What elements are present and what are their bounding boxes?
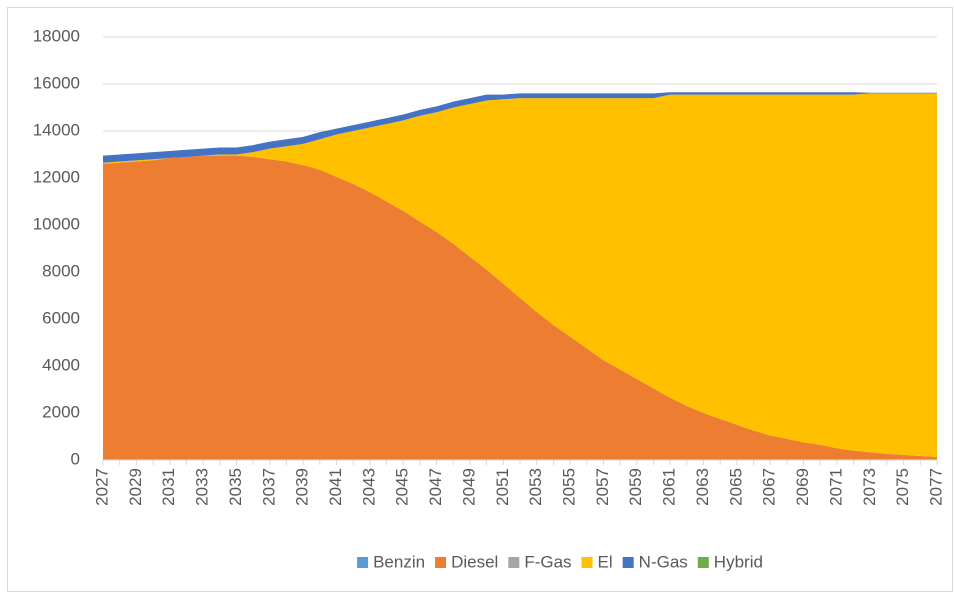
- legend-swatch: [581, 557, 593, 568]
- x-tick-label: 2063: [693, 468, 712, 506]
- y-tick-label: 12000: [33, 167, 80, 186]
- x-tick-label: 2075: [893, 468, 912, 506]
- x-tick-label: 2047: [426, 468, 445, 506]
- y-tick-label: 10000: [33, 214, 80, 233]
- x-tick-label: 2055: [560, 468, 579, 506]
- x-tick-label: 2059: [626, 468, 645, 506]
- area: [103, 93, 937, 457]
- x-tick-label: 2039: [293, 468, 312, 506]
- x-tick-label: 2041: [326, 468, 345, 506]
- legend-swatch: [622, 557, 634, 568]
- legend-label: Hybrid: [714, 552, 763, 571]
- legend-label: Benzin: [373, 552, 425, 571]
- legend-swatch: [697, 557, 709, 568]
- legend-label: N-Gas: [639, 552, 688, 571]
- legend-label: F-Gas: [524, 552, 571, 571]
- y-tick-label: 6000: [42, 308, 80, 327]
- x-tick-label: 2071: [826, 468, 845, 506]
- legend-label: El: [598, 552, 613, 571]
- x-tick-label: 2069: [793, 468, 812, 506]
- x-tick-label: 2035: [226, 468, 245, 506]
- y-tick-label: 16000: [33, 73, 80, 92]
- y-tick-label: 8000: [42, 261, 80, 280]
- legend-label: Diesel: [451, 552, 498, 571]
- y-tick-label: 18000: [33, 26, 80, 45]
- x-tick-label: 2031: [159, 468, 178, 506]
- x-tick-label: 2077: [926, 468, 945, 506]
- x-tick-label: 2037: [259, 468, 278, 506]
- y-tick-label: 2000: [42, 402, 80, 421]
- x-tick-label: 2051: [493, 468, 512, 506]
- x-tick-label: 2045: [393, 468, 412, 506]
- legend-swatch: [357, 557, 369, 568]
- area: [103, 155, 937, 461]
- x-tick-label: 2061: [660, 468, 679, 506]
- x-tick-label: 2049: [459, 468, 478, 506]
- x-tick-label: 2067: [760, 468, 779, 506]
- x-tick-label: 2073: [860, 468, 879, 506]
- legend-swatch: [435, 557, 447, 568]
- y-tick-label: 0: [71, 449, 80, 468]
- x-tick-label: 2027: [92, 468, 111, 506]
- x-tick-label: 2033: [193, 468, 212, 506]
- x-tick-label: 2053: [526, 468, 545, 506]
- y-tick-label: 14000: [33, 120, 80, 139]
- legend-swatch: [508, 557, 520, 568]
- y-tick-label: 4000: [42, 355, 80, 374]
- area: [103, 92, 937, 163]
- x-tick-label: 2065: [726, 468, 745, 506]
- x-tick-label: 2029: [126, 468, 145, 506]
- x-tick-label: 2043: [359, 468, 378, 506]
- x-tick-label: 2057: [593, 468, 612, 506]
